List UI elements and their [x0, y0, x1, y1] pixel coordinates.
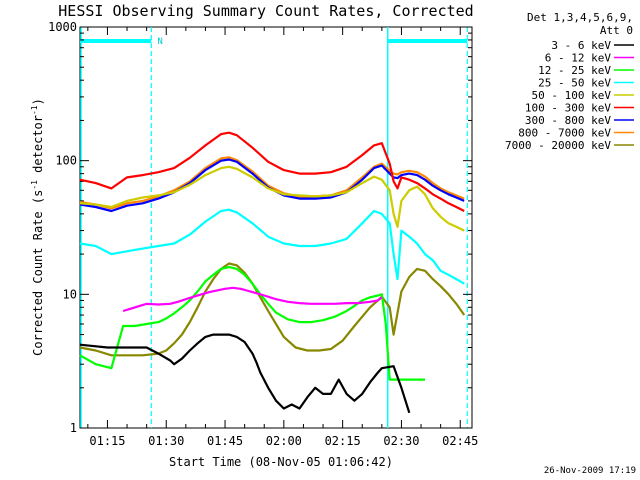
x-tick-label: 02:45 — [442, 434, 478, 448]
series-line — [79, 265, 425, 381]
chart-title: HESSI Observing Summary Count Rates, Cor… — [58, 2, 473, 20]
y-tick-label: 1000 — [48, 20, 77, 34]
legend-header-detectors: Det 1,3,4,5,6,9, — [527, 11, 633, 24]
legend-label: 50 - 100 keV — [532, 89, 612, 102]
x-axis-title: Start Time (08-Nov-05 01:06:42) — [169, 455, 393, 469]
y-axis-title: Corrected Count Rate (s-1 detector-1) — [30, 98, 45, 356]
series-line — [79, 131, 465, 212]
x-tick-label: 02:15 — [325, 434, 361, 448]
legend-label: 12 - 25 keV — [538, 64, 611, 77]
series-line — [79, 158, 465, 213]
legend-label: 300 - 800 keV — [525, 114, 611, 127]
plot-area: N 1 10 100 1000 01:15 01:30 01:45 02:00 02:15 02:3… — [48, 20, 478, 448]
y-tick-label: 10 — [63, 287, 77, 301]
x-tick-label: 01:15 — [89, 434, 125, 448]
legend-label: 800 - 7000 keV — [518, 127, 611, 140]
series-line — [79, 165, 465, 232]
legend-header-attenuator: Att 0 — [600, 24, 633, 37]
series-line — [79, 262, 466, 357]
series-line — [79, 333, 411, 414]
legend-label: 25 - 50 keV — [538, 77, 611, 90]
legend-label: 100 - 300 keV — [525, 102, 611, 115]
series-line — [79, 208, 465, 285]
x-tick-label: 02:00 — [266, 434, 302, 448]
x-tick-label: 01:45 — [207, 434, 243, 448]
series-line — [122, 286, 383, 313]
legend-label: 3 - 6 keV — [551, 39, 611, 52]
y-tick-label: 1 — [70, 421, 77, 435]
x-tick-label: 01:30 — [148, 434, 184, 448]
legend-label: 7000 - 20000 keV — [505, 139, 611, 152]
legend-label: 6 - 12 keV — [545, 52, 612, 65]
plot-frame — [79, 26, 473, 429]
night-marker-label: N — [157, 37, 162, 47]
x-tick-label: 02:30 — [383, 434, 419, 448]
render-timestamp: 26-Nov-2009 17:19 — [544, 466, 636, 476]
y-tick-label: 100 — [55, 154, 77, 168]
